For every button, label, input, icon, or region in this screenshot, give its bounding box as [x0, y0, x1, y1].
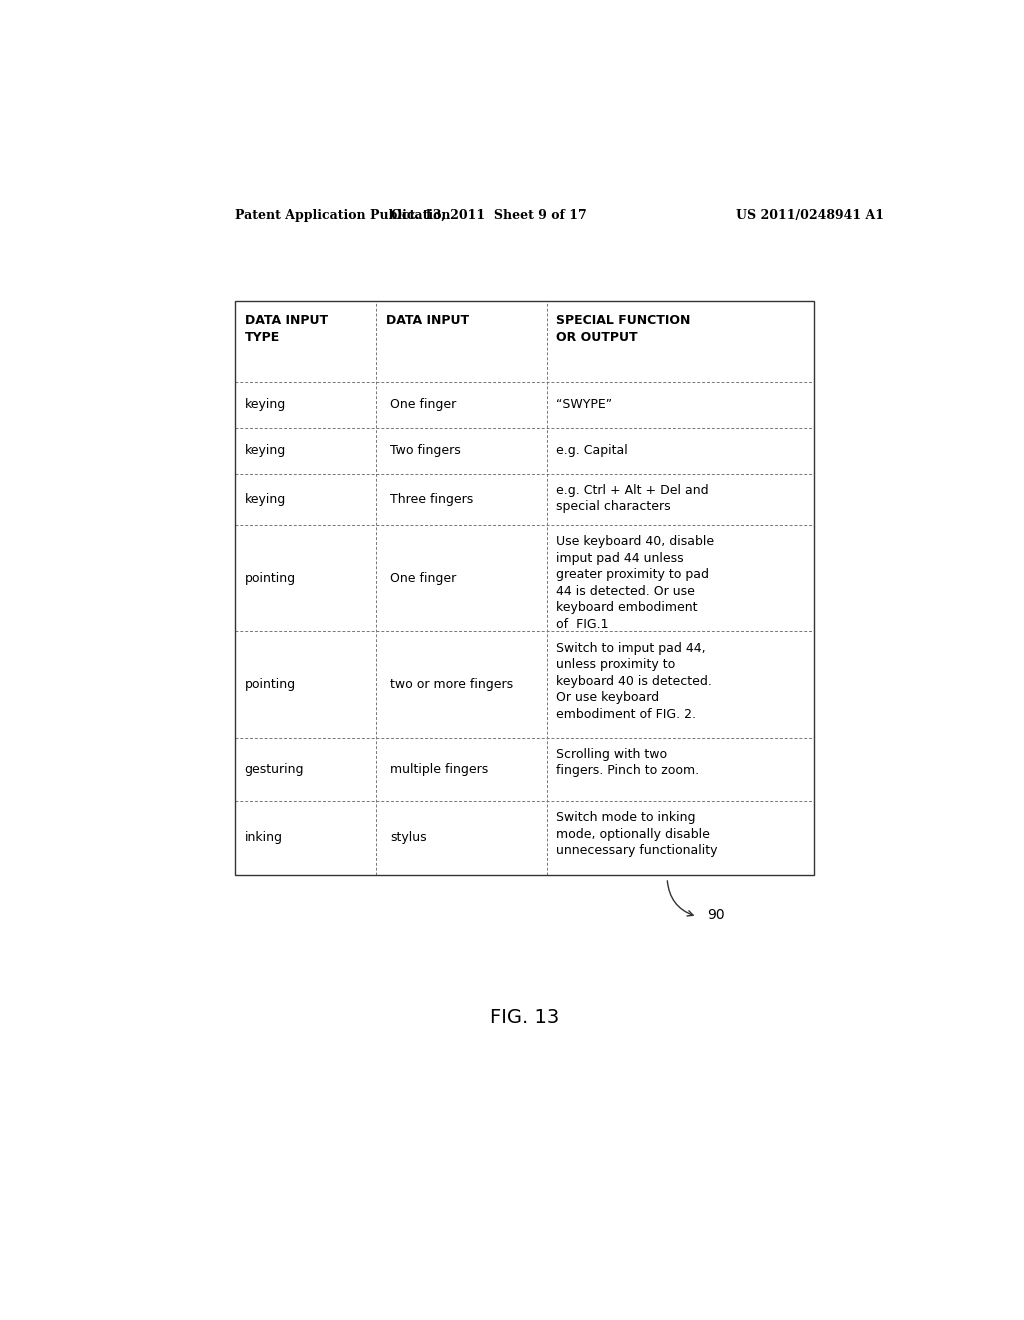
Text: DATA INPUT
TYPE: DATA INPUT TYPE [245, 314, 328, 345]
Text: 90: 90 [707, 908, 724, 921]
Text: DATA INPUT: DATA INPUT [386, 314, 469, 327]
Text: FIG. 13: FIG. 13 [490, 1007, 559, 1027]
Bar [236, 301, 814, 875]
Text: Switch mode to inking
mode, optionally disable
unnecessary functionality: Switch mode to inking mode, optionally d… [556, 810, 718, 857]
Text: Oct. 13, 2011  Sheet 9 of 17: Oct. 13, 2011 Sheet 9 of 17 [391, 209, 587, 222]
Text: Three fingers: Three fingers [390, 492, 473, 506]
Text: One finger: One finger [390, 572, 456, 585]
Text: pointing: pointing [245, 572, 296, 585]
Text: Scrolling with two
fingers. Pinch to zoom.: Scrolling with two fingers. Pinch to zoo… [556, 748, 699, 777]
Text: e.g. Ctrl + Alt + Del and
special characters: e.g. Ctrl + Alt + Del and special charac… [556, 483, 709, 513]
Text: stylus: stylus [390, 832, 426, 845]
Text: pointing: pointing [245, 678, 296, 692]
Text: gesturing: gesturing [245, 763, 304, 776]
Text: Two fingers: Two fingers [390, 444, 461, 457]
Text: SPECIAL FUNCTION
OR OUTPUT: SPECIAL FUNCTION OR OUTPUT [556, 314, 690, 345]
Text: “SWYPE”: “SWYPE” [556, 399, 612, 411]
Text: two or more fingers: two or more fingers [390, 678, 513, 692]
Text: e.g. Capital: e.g. Capital [556, 444, 628, 457]
Text: inking: inking [245, 832, 283, 845]
Text: US 2011/0248941 A1: US 2011/0248941 A1 [736, 209, 885, 222]
Text: Switch to imput pad 44,
unless proximity to
keyboard 40 is detected.
Or use keyb: Switch to imput pad 44, unless proximity… [556, 642, 712, 721]
Text: keying: keying [245, 399, 286, 411]
Text: Patent Application Publication: Patent Application Publication [236, 209, 451, 222]
Text: multiple fingers: multiple fingers [390, 763, 488, 776]
Text: One finger: One finger [390, 399, 456, 411]
Text: keying: keying [245, 492, 286, 506]
Text: Use keyboard 40, disable
imput pad 44 unless
greater proximity to pad
44 is dete: Use keyboard 40, disable imput pad 44 un… [556, 535, 714, 631]
Text: keying: keying [245, 444, 286, 457]
